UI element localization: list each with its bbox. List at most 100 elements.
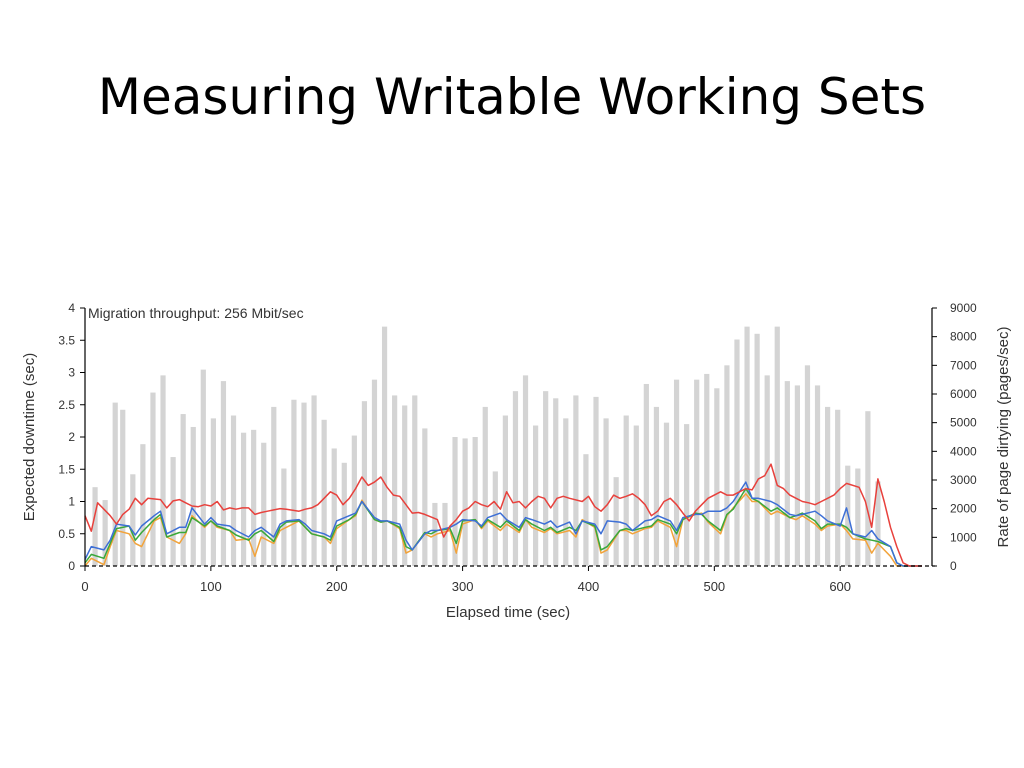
dirty-rate-bar <box>220 381 227 566</box>
slide-title: Measuring Writable Working Sets <box>97 68 927 126</box>
dirty-rate-bar <box>774 326 780 566</box>
dirty-rate-bar <box>482 406 488 566</box>
x-tick-label: 600 <box>829 579 851 594</box>
dirty-rate-bar <box>835 409 841 566</box>
dirty-rate-bar <box>673 379 680 566</box>
y-left-tick-label: 0 <box>68 559 75 573</box>
green-downtime-line <box>84 487 922 567</box>
dirty-rate-bar <box>855 468 861 566</box>
dirty-rate-bar <box>392 395 398 566</box>
dirty-rate-bar <box>261 442 267 566</box>
dirty-rate-bar <box>553 398 559 566</box>
y-right-axis-label: Rate of page dirtying (pages/sec) <box>995 327 1012 548</box>
dirty-rate-bar <box>351 435 357 566</box>
dirty-rate-bar <box>311 395 317 566</box>
dirty-rate-bar <box>422 428 428 566</box>
blue-downtime-line <box>84 481 922 567</box>
dirty-rate-bar <box>875 481 881 566</box>
dirty-rate-bar <box>825 406 831 566</box>
red-downtime-line <box>84 463 922 567</box>
dirty-rate-bar <box>291 399 297 566</box>
dirty-rate-bar <box>120 409 126 566</box>
y-right-tick-label: 7000 <box>950 358 977 372</box>
dirty-rate-bar <box>865 411 871 566</box>
dirty-rate-bar <box>754 333 760 566</box>
y-right-tick-label: 0 <box>950 559 957 573</box>
dirty-rate-bar <box>402 405 408 566</box>
dirty-rate-bar <box>170 457 176 566</box>
x-axis-label: Elapsed time (sec) <box>446 604 570 621</box>
dirty-rate-bar <box>543 391 549 566</box>
y-left-tick-label: 3.5 <box>58 333 75 347</box>
dirty-rate-bar <box>371 379 378 566</box>
dirty-rate-bar <box>643 383 649 566</box>
dirty-rate-bar <box>623 415 629 566</box>
dirty-rate-bar <box>92 487 98 566</box>
dirty-rate-bar <box>744 326 750 566</box>
dirty-rate-bar <box>381 326 388 566</box>
y-left-axis-label: Expected downtime (sec) <box>21 353 38 521</box>
dirty-rate-bar <box>281 468 287 566</box>
dirty-rate-bar <box>130 474 136 566</box>
dirty-rate-bar <box>734 339 740 566</box>
dirty-rate-bar <box>804 365 811 566</box>
x-tick-label: 100 <box>200 579 222 594</box>
dirty-rate-bar <box>583 454 589 566</box>
dirty-rate-bar <box>271 406 277 566</box>
dirty-rate-bar <box>573 395 579 566</box>
dirty-rate-bar <box>341 462 347 566</box>
y-left-tick-label: 2.5 <box>58 398 75 412</box>
y-left-tick-label: 1.5 <box>58 462 75 476</box>
dirty-rate-bar <box>361 401 368 566</box>
dirty-rate-bar <box>714 388 720 566</box>
x-tick-label: 300 <box>452 579 474 594</box>
chart-annotation: Migration throughput: 256 Mbit/sec <box>88 305 304 321</box>
dirty-rate-bar <box>784 381 790 566</box>
y-right-tick-label: 4000 <box>950 444 977 458</box>
x-tick-label: 500 <box>703 579 725 594</box>
y-left-tick-label: 1 <box>68 495 75 509</box>
dirty-rate-bar <box>684 424 690 566</box>
dirty-rate-bar <box>512 391 519 566</box>
y-right-tick-label: 6000 <box>950 387 977 401</box>
dirty-rate-bar <box>603 418 609 566</box>
dirty-rate-bar <box>563 418 569 566</box>
y-right-tick-label: 5000 <box>950 416 977 430</box>
dirty-rate-bar <box>180 414 186 566</box>
dirty-rate-bar <box>102 500 108 566</box>
dirty-rate-bar <box>502 415 508 566</box>
y-left-tick-label: 3 <box>68 366 75 380</box>
dirty-rate-bar <box>160 375 166 566</box>
x-tick-label: 0 <box>81 579 88 594</box>
y-left-tick-label: 4 <box>68 301 75 315</box>
y-right-tick-label: 3000 <box>950 473 977 487</box>
dirty-rate-bar <box>522 375 529 566</box>
dirty-rate-bar <box>724 365 730 566</box>
dirty-rate-bar <box>532 425 539 566</box>
y-left-tick-label: 2 <box>68 430 75 444</box>
dirty-rate-bar <box>230 415 237 566</box>
dirty-rate-bar <box>663 422 670 566</box>
y-right-tick-label: 9000 <box>950 301 977 315</box>
dirty-rate-bar <box>452 437 458 566</box>
y-right-tick-label: 8000 <box>950 330 977 344</box>
dirty-rate-bar <box>814 385 821 566</box>
y-left-tick-label: 0.5 <box>58 527 75 541</box>
dirty-rate-bar <box>694 379 700 566</box>
dirty-rate-bar <box>301 402 307 566</box>
dirty-rate-bar <box>251 429 257 566</box>
axes-ticks: 0 100 200 300 400 500 60000.511.522.533.540100… <box>58 301 977 594</box>
bars-layer <box>92 326 881 566</box>
dirty-rate-bar <box>150 392 156 566</box>
x-tick-label: 200 <box>326 579 348 594</box>
dirty-rate-bar <box>210 418 216 566</box>
dirty-rate-bar <box>653 406 660 566</box>
lines-layer <box>84 463 922 567</box>
dirty-rate-bar <box>240 432 247 566</box>
dirty-rate-bar <box>190 426 196 566</box>
dirty-rate-bar <box>593 396 599 566</box>
dirty-rate-bar <box>321 419 327 566</box>
dirty-rate-bar <box>412 395 418 566</box>
y-right-tick-label: 1000 <box>950 530 977 544</box>
